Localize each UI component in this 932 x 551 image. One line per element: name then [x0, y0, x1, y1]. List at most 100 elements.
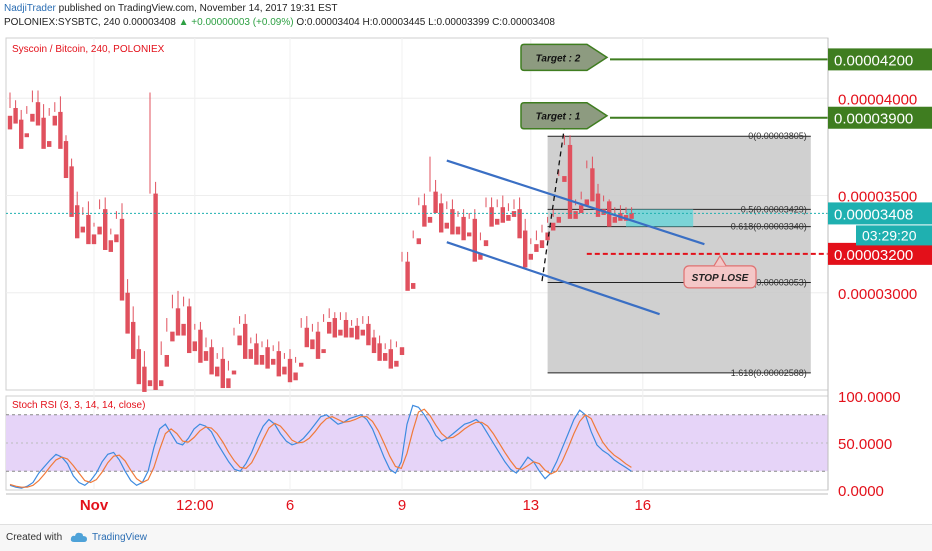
- fib-golden-zone: [626, 209, 694, 227]
- axes: 0.00003000 0.00003500 0.00004000 Nov 12:00 6 9…: [6, 38, 932, 514]
- price-badge-label: 0.00003900: [834, 111, 913, 128]
- countdown-label: 03:29:20: [862, 227, 917, 243]
- candle-body: [203, 351, 209, 361]
- candle-body: [276, 351, 281, 377]
- tradingview-cloud-icon: [70, 532, 87, 542]
- candle-body: [595, 193, 601, 217]
- candle-body: [528, 253, 533, 260]
- candle-body: [506, 214, 511, 221]
- candle-body: [399, 347, 405, 355]
- candle-body: [243, 323, 248, 359]
- candle-body: [69, 166, 74, 217]
- publish-line: NadjiTrader published on TradingView.com…: [4, 3, 338, 14]
- candle-body: [444, 222, 449, 229]
- channel-line: [446, 159, 705, 246]
- stoch-tick-label: 50.0000: [838, 436, 892, 453]
- candle-body: [405, 261, 410, 291]
- current-price-label: 0.00003408: [834, 206, 913, 223]
- candle-body: [97, 226, 102, 235]
- candle-body: [108, 240, 113, 252]
- candle-body: [567, 144, 573, 219]
- candle-body: [394, 360, 399, 367]
- symbol-name: POLONIEX:SYSBTC, 240: [4, 17, 121, 28]
- candle-body: [254, 343, 259, 365]
- candle-body: [472, 218, 477, 262]
- candle-body: [495, 218, 500, 225]
- target-label: Target : 1: [536, 112, 581, 123]
- price-badge: [828, 106, 932, 129]
- stoch-tick-label: 0.0000: [838, 483, 884, 500]
- dashed-trendline: [541, 127, 566, 282]
- candle-body: [187, 306, 192, 354]
- fib-level-label: 1(0.00003053): [748, 277, 807, 287]
- footer: Created with TradingView: [0, 524, 932, 551]
- countdown-badge: [856, 225, 932, 246]
- target-label: Target : 2: [536, 53, 581, 64]
- candle-body: [517, 209, 522, 239]
- candle-body: [198, 329, 203, 363]
- candle-body: [103, 209, 108, 250]
- candle-body: [24, 133, 29, 138]
- candles: [7, 90, 634, 392]
- candle-body: [383, 353, 388, 361]
- price-badge: [828, 242, 932, 265]
- candle-body: [439, 203, 444, 233]
- candle-body: [478, 253, 483, 260]
- candle-body: [371, 337, 377, 354]
- candle-body: [310, 339, 315, 350]
- candle-body: [511, 211, 517, 217]
- candle-body: [562, 176, 567, 182]
- stoch-title: Stoch RSI (3, 3, 14, 14, close): [12, 400, 145, 411]
- candle-body: [192, 341, 197, 352]
- candle-body: [231, 370, 237, 375]
- price-tick-label: 0.00003000: [838, 286, 917, 303]
- tradingview-link[interactable]: TradingView: [92, 532, 148, 543]
- candle-body: [327, 321, 332, 334]
- candle-body: [360, 329, 365, 336]
- candle-body: [119, 218, 125, 301]
- candle-body: [41, 117, 46, 149]
- candle-body: [142, 366, 147, 392]
- candle-body: [35, 102, 41, 126]
- candle-body: [86, 214, 91, 245]
- candle-body: [265, 347, 270, 369]
- time-tick-label: 12:00: [176, 497, 214, 514]
- candle-body: [523, 230, 528, 268]
- candle-body: [58, 111, 63, 149]
- price-badge-label: 0.00004200: [834, 52, 913, 69]
- target-callout: [520, 101, 609, 130]
- fib-level-label: 0.618(0.00003340): [731, 222, 807, 232]
- fib-level-label: 1.618(0.00002588): [731, 368, 807, 378]
- stoch-k-line: [9, 404, 632, 489]
- author-link[interactable]: NadjiTrader: [4, 3, 56, 14]
- price-tick-label: 0.00004000: [838, 91, 917, 108]
- candle-body: [164, 354, 169, 367]
- time-tick-label: 9: [398, 497, 406, 514]
- candle-body: [293, 372, 298, 381]
- candle-body: [80, 226, 85, 233]
- candle-body: [248, 349, 253, 359]
- candle-body: [500, 207, 505, 223]
- candle-body: [545, 232, 550, 241]
- candle-body: [30, 113, 35, 122]
- candle-body: [422, 205, 427, 227]
- candle-body: [489, 207, 494, 227]
- candle-body: [299, 362, 304, 367]
- candle-body: [271, 358, 276, 365]
- candle-body: [433, 191, 438, 214]
- candle-body: [159, 380, 164, 387]
- chart-area[interactable]: 0(0.00003805) 0.5(0.00003429) 0.618(0.0000…: [0, 32, 932, 524]
- candle-body: [467, 232, 472, 237]
- price-tick-label: 0.00003500: [838, 189, 917, 206]
- candle-body: [483, 240, 489, 247]
- candle-body: [7, 115, 13, 130]
- candle-body: [343, 319, 349, 338]
- candle-body: [153, 193, 158, 390]
- candle-body: [315, 331, 321, 359]
- publish-info: published on TradingView.com, November 1…: [58, 3, 338, 14]
- target-callout: [520, 43, 609, 72]
- candle-body: [629, 213, 634, 219]
- price-badge-label: 0.00003200: [834, 247, 913, 264]
- candle-body: [338, 329, 343, 336]
- channel-line: [446, 241, 660, 316]
